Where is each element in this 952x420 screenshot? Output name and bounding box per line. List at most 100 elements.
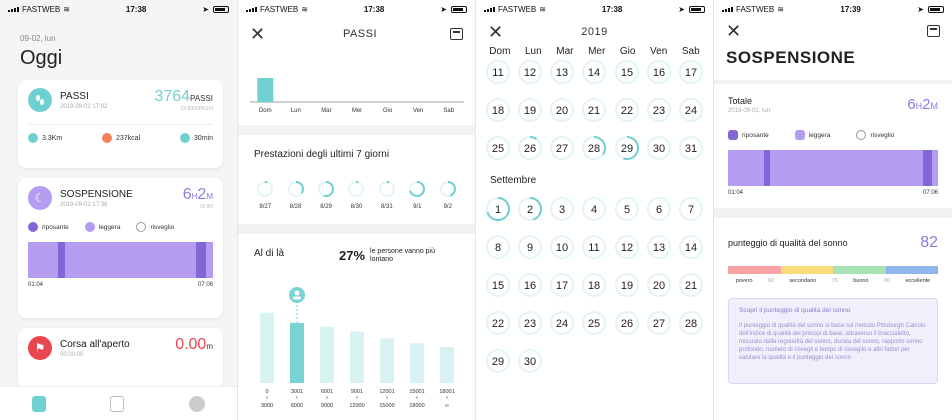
sleep-card[interactable]: ☾ SOSPENSIONE 2019-09-02 17:38 6H2M DI 8…	[18, 178, 223, 318]
ring-track	[550, 197, 575, 221]
watch-tab-icon[interactable]	[110, 395, 125, 412]
ring-track	[582, 311, 607, 335]
calendar-day[interactable]: 13	[643, 234, 675, 260]
performance-day: 9/2	[439, 180, 457, 210]
calendar-day[interactable]: 12	[514, 59, 546, 85]
calendar-day[interactable]: 15	[482, 272, 514, 298]
calendar-day[interactable]: 26	[514, 135, 546, 161]
scale-segment	[780, 266, 833, 274]
ring-track	[518, 349, 543, 373]
today-date: 09-02, lun	[20, 34, 56, 43]
calendar-day[interactable]: 25	[578, 310, 610, 336]
calendar-day[interactable]: 3	[546, 196, 578, 222]
steps-value: 3764	[154, 88, 191, 105]
status-time: 17:38	[601, 4, 623, 14]
day-number: 14	[685, 242, 697, 254]
weekday-label: Sab	[681, 46, 700, 57]
calendar-day[interactable]: 12	[611, 234, 643, 260]
calendar-day[interactable]: 13	[546, 59, 578, 85]
calendar-day[interactable]: 11	[482, 59, 514, 85]
calendar-day[interactable]: 5	[611, 196, 643, 222]
day-ring: 29	[614, 136, 639, 160]
calendar-day[interactable]: 14	[578, 59, 610, 85]
calendar-day[interactable]: 21	[578, 97, 610, 123]
bar	[257, 78, 274, 102]
close-icon[interactable]: ✕	[250, 23, 266, 44]
profile-tab-icon[interactable]	[188, 395, 205, 412]
sleep-hours-unit: H	[915, 101, 923, 111]
day-ring: 27	[646, 311, 671, 335]
close-icon[interactable]: ✕	[726, 20, 742, 41]
battery-icon	[927, 5, 944, 13]
calendar-day[interactable]: 14	[675, 234, 707, 260]
day-ring: 13	[646, 235, 671, 259]
calendar-day[interactable]: 18	[578, 272, 610, 298]
ring-track	[646, 311, 671, 335]
calendar-day[interactable]: 27	[546, 135, 578, 161]
close-icon[interactable]: ✕	[488, 21, 504, 42]
day-number: 12	[621, 242, 633, 254]
calendar-day[interactable]: 6	[643, 196, 675, 222]
calendar-day[interactable]: 22	[611, 97, 643, 123]
calendar-day[interactable]: 16	[643, 59, 675, 85]
calendar-day[interactable]: 2	[514, 196, 546, 222]
calendar-icon[interactable]	[450, 28, 463, 40]
progress-ring	[318, 181, 335, 197]
day-number: 12	[524, 67, 536, 79]
day-ring: 22	[614, 98, 639, 122]
ring-track	[486, 349, 511, 373]
calendar-day[interactable]: 16	[514, 272, 546, 298]
calendar-day[interactable]: 18	[482, 97, 514, 123]
calendar-day[interactable]: 25	[482, 135, 514, 161]
calendar-day[interactable]: 23	[514, 310, 546, 336]
ring-track	[646, 197, 671, 221]
day-number: 30	[653, 143, 665, 155]
calendar-day[interactable]: 30	[643, 135, 675, 161]
calendar-day[interactable]: 17	[675, 59, 707, 85]
activity-tab-icon[interactable]	[32, 395, 47, 412]
ring-progress	[614, 136, 639, 160]
calendar-day[interactable]: 19	[514, 97, 546, 123]
steps-card[interactable]: PASSI 2019-09-02 17:02 3764PASSI DI 8000…	[18, 80, 223, 168]
calendar-day[interactable]: 29	[611, 135, 643, 161]
calendar-day[interactable]: 26	[611, 310, 643, 336]
scale-segment	[833, 266, 886, 274]
day-ring: 18	[582, 273, 607, 297]
run-card[interactable]: ⚑ Corsa all'aperto 00:00:00 0.00m	[18, 328, 223, 388]
calendar-day[interactable]: 20	[643, 272, 675, 298]
day-ring: 11	[582, 235, 607, 259]
ring-track	[614, 197, 639, 221]
run-title: Corsa all'aperto	[60, 338, 130, 350]
calendar-day[interactable]: 1	[482, 196, 514, 222]
calendar-day[interactable]: 24	[546, 310, 578, 336]
calendar-day[interactable]: 20	[546, 97, 578, 123]
calendar-day[interactable]: 27	[643, 310, 675, 336]
calendar-day[interactable]: 24	[675, 97, 707, 123]
ring-track	[614, 273, 639, 297]
calendar-day[interactable]: 21	[675, 272, 707, 298]
ring-track	[486, 60, 511, 84]
calendar-day[interactable]: 29	[482, 348, 514, 374]
calendar-day[interactable]: 31	[675, 135, 707, 161]
calendar-day[interactable]: 19	[611, 272, 643, 298]
calendar-day[interactable]: 7	[675, 196, 707, 222]
day-ring: 5	[614, 197, 639, 221]
calendar-day[interactable]: 30	[514, 348, 546, 374]
calendar-day[interactable]: 23	[643, 97, 675, 123]
calendar-day[interactable]: 10	[546, 234, 578, 260]
calendar-day[interactable]: 17	[546, 272, 578, 298]
calendar-day[interactable]: 9	[514, 234, 546, 260]
calendar-day[interactable]: 28	[578, 135, 610, 161]
calendar-day[interactable]: 11	[578, 234, 610, 260]
scale-label: 60	[767, 278, 775, 284]
calendar-day[interactable]: 8	[482, 234, 514, 260]
calendar-day[interactable]: 15	[611, 59, 643, 85]
calendar-icon[interactable]	[927, 25, 940, 37]
location-icon: ➤	[917, 4, 924, 14]
calendar-day[interactable]: 4	[578, 196, 610, 222]
calendar-day[interactable]: 28	[675, 310, 707, 336]
calendar-day[interactable]: 22	[482, 310, 514, 336]
day-number: 11	[492, 67, 503, 79]
day-number: 22	[492, 318, 504, 330]
day-ring: 6	[646, 197, 671, 221]
